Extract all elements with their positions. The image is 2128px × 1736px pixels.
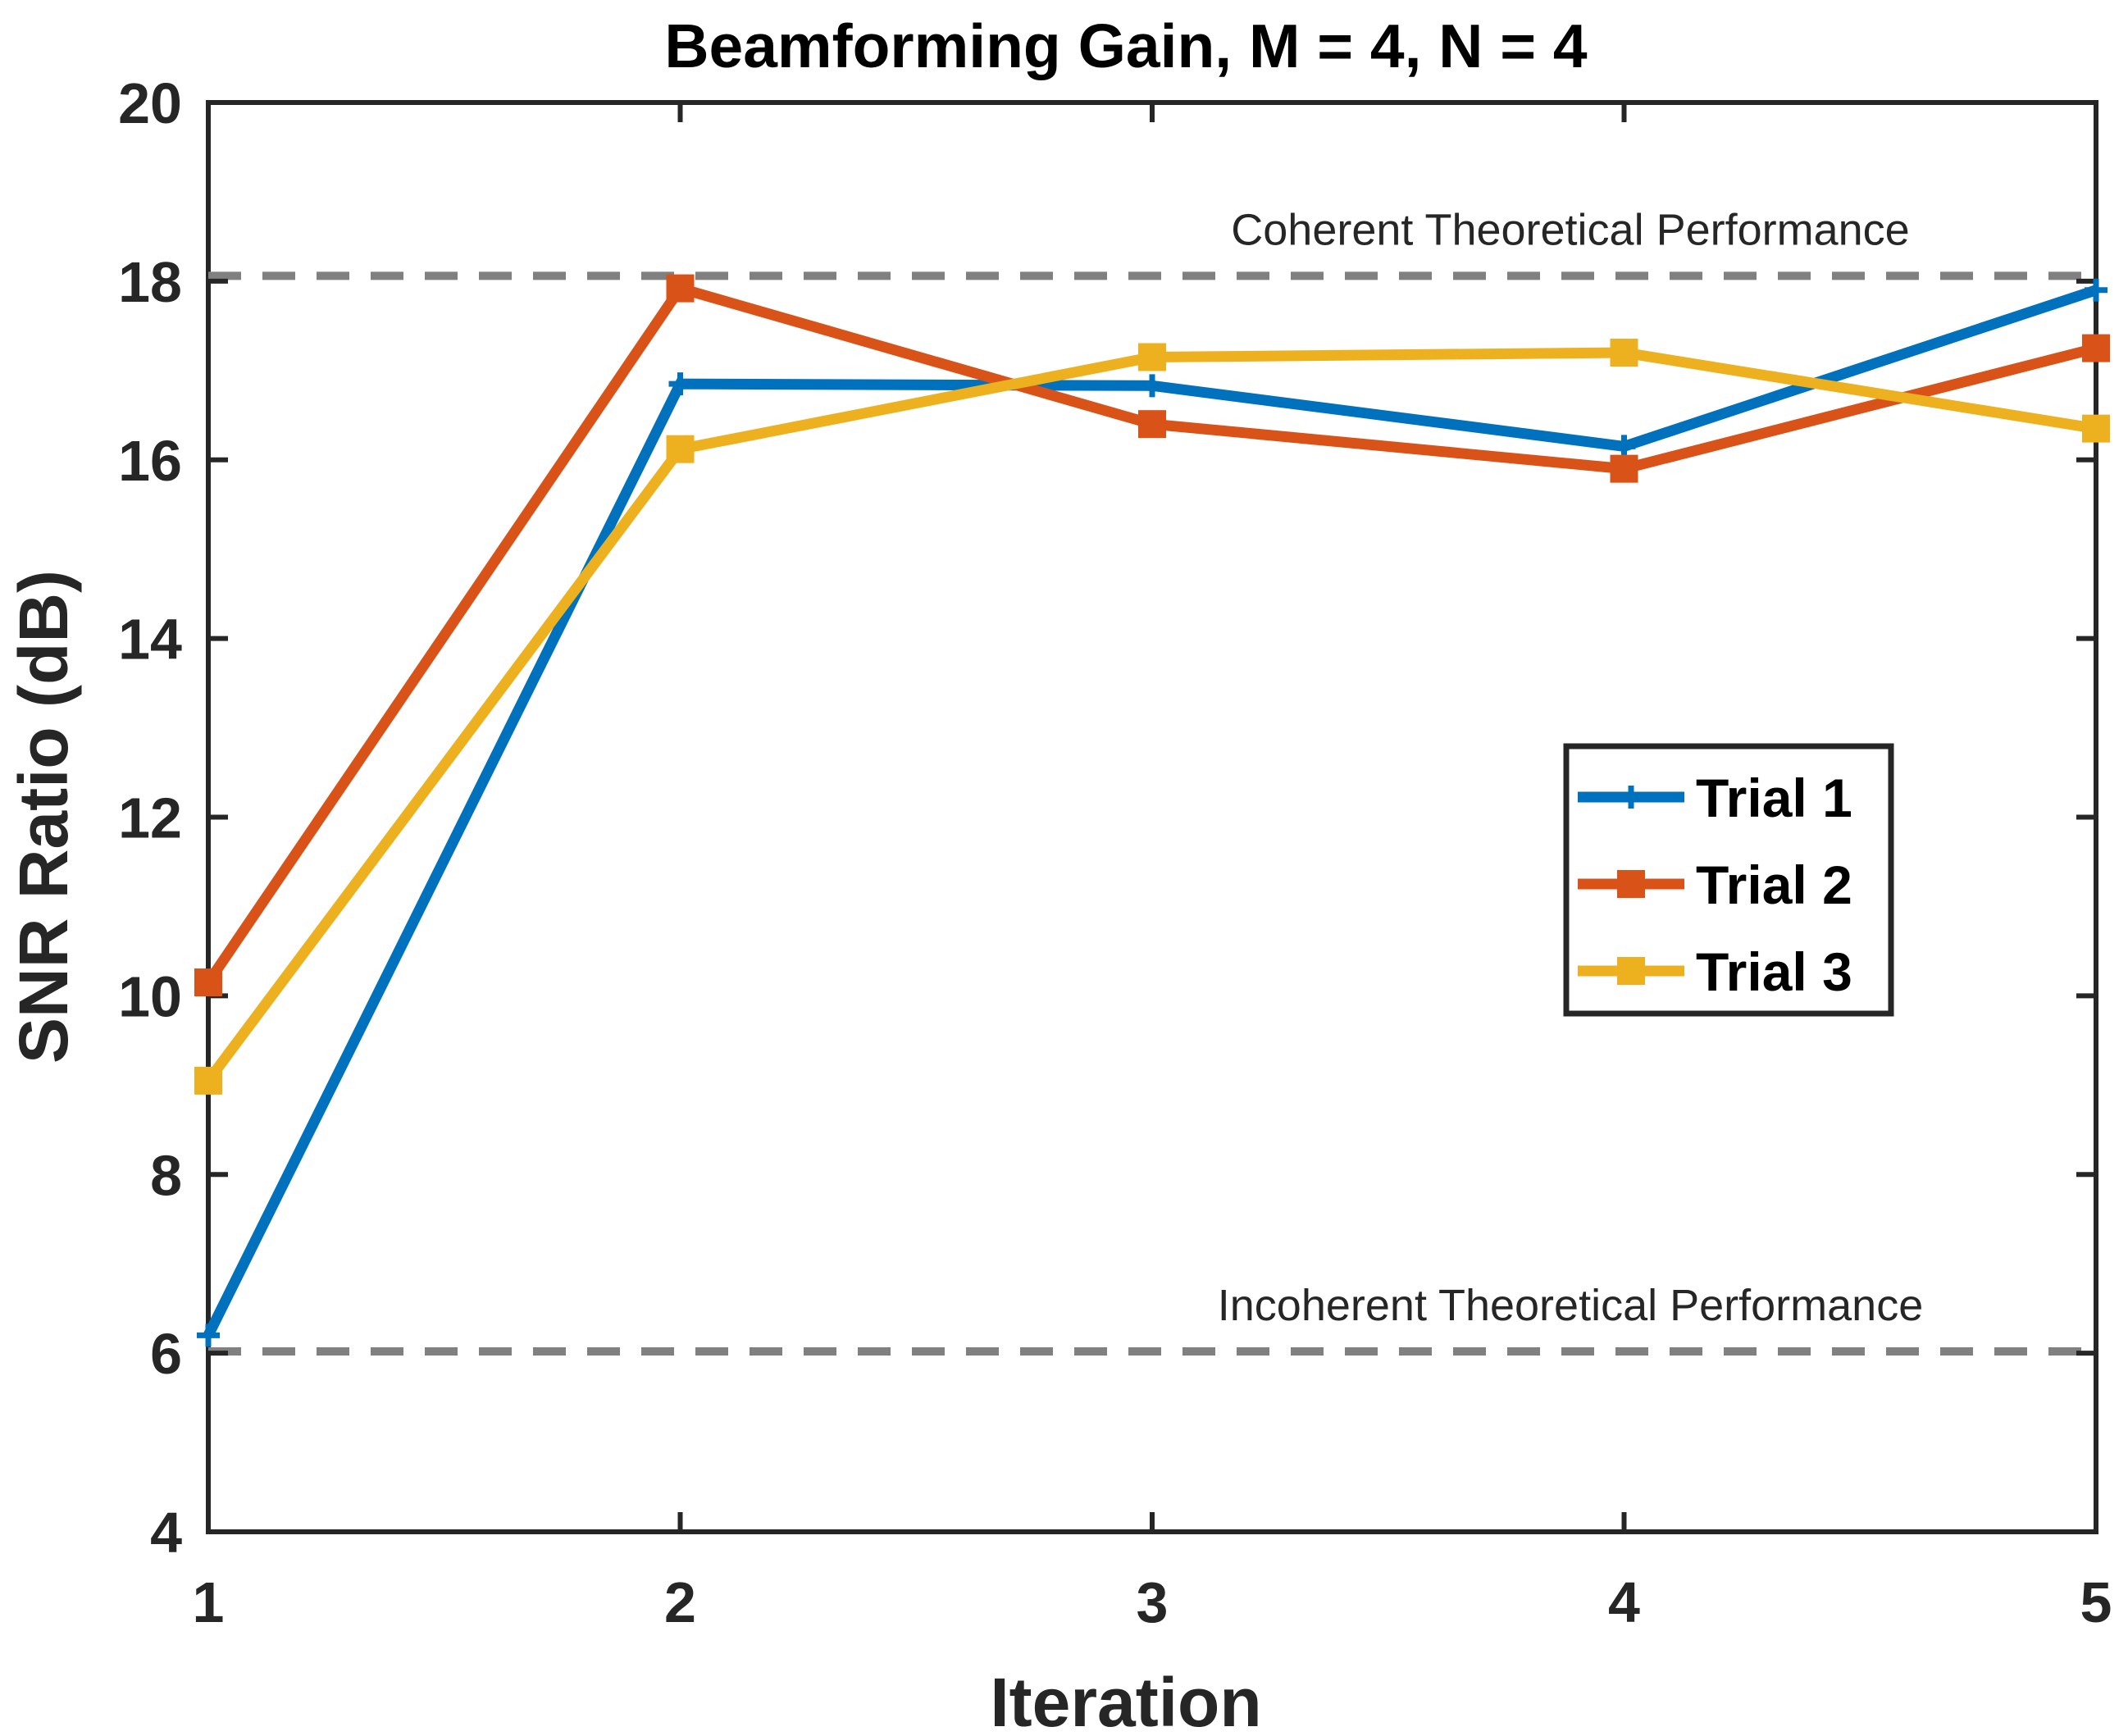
x-tick-label: 2 <box>664 1570 696 1634</box>
data-point <box>1138 343 1166 371</box>
legend-item-1: Trial 1 <box>1578 768 1852 828</box>
y-tick-label: 18 <box>118 250 182 314</box>
y-tick-label: 6 <box>150 1322 182 1386</box>
chart-title: Beamforming Gain, M = 4, N = 4 <box>664 11 1588 80</box>
plot-area: Coherent Theoretical Performance Incohere… <box>118 71 2112 1634</box>
y-tick-label: 20 <box>118 71 182 135</box>
y-tick-label: 12 <box>118 786 182 850</box>
legend-item-3: Trial 3 <box>1578 941 1852 1002</box>
data-point <box>197 1324 220 1347</box>
x-tick-label: 3 <box>1137 1570 1169 1634</box>
x-axis-label: Iteration <box>990 1664 1261 1736</box>
y-tick-label: 16 <box>118 429 182 493</box>
data-point <box>194 1066 222 1095</box>
data-point <box>1610 454 1638 483</box>
x-tick-label: 4 <box>1608 1570 1640 1634</box>
legend-swatch-marker <box>1617 957 1645 985</box>
series-2 <box>194 274 2110 997</box>
y-axis-label: SNR Ratio (dB) <box>5 570 82 1064</box>
data-point <box>1141 374 1164 398</box>
reference-label-2: Incoherent Theoretical Performance <box>1218 1281 1923 1330</box>
series-3 <box>194 339 2110 1095</box>
legend: Trial 1 Trial 2 Trial 3 <box>1563 743 1894 1017</box>
legend-label: Trial 1 <box>1696 768 1852 828</box>
y-tick-label: 8 <box>150 1143 182 1207</box>
series-1 <box>197 278 2107 1347</box>
y-tick-label: 10 <box>118 964 182 1028</box>
reference-label-1: Coherent Theoretical Performance <box>1231 205 1909 254</box>
data-point <box>668 372 692 396</box>
data-point <box>1610 339 1638 367</box>
legend-label: Trial 3 <box>1696 941 1852 1002</box>
y-tick-label: 4 <box>150 1501 182 1565</box>
data-point <box>194 968 222 997</box>
data-point <box>666 274 695 303</box>
data-point <box>2082 334 2110 362</box>
data-point <box>2082 414 2110 443</box>
data-point <box>1612 435 1636 458</box>
legend-label: Trial 2 <box>1696 854 1852 915</box>
data-point <box>2085 278 2107 302</box>
legend-swatch-marker <box>1617 870 1645 898</box>
legend-swatch-marker <box>1620 786 1643 809</box>
legend-item-2: Trial 2 <box>1578 854 1852 915</box>
x-tick-label: 1 <box>193 1570 225 1634</box>
data-point <box>666 435 695 463</box>
data-point <box>1138 410 1166 439</box>
x-tick-label: 5 <box>2080 1570 2112 1634</box>
y-tick-label: 14 <box>118 608 182 672</box>
